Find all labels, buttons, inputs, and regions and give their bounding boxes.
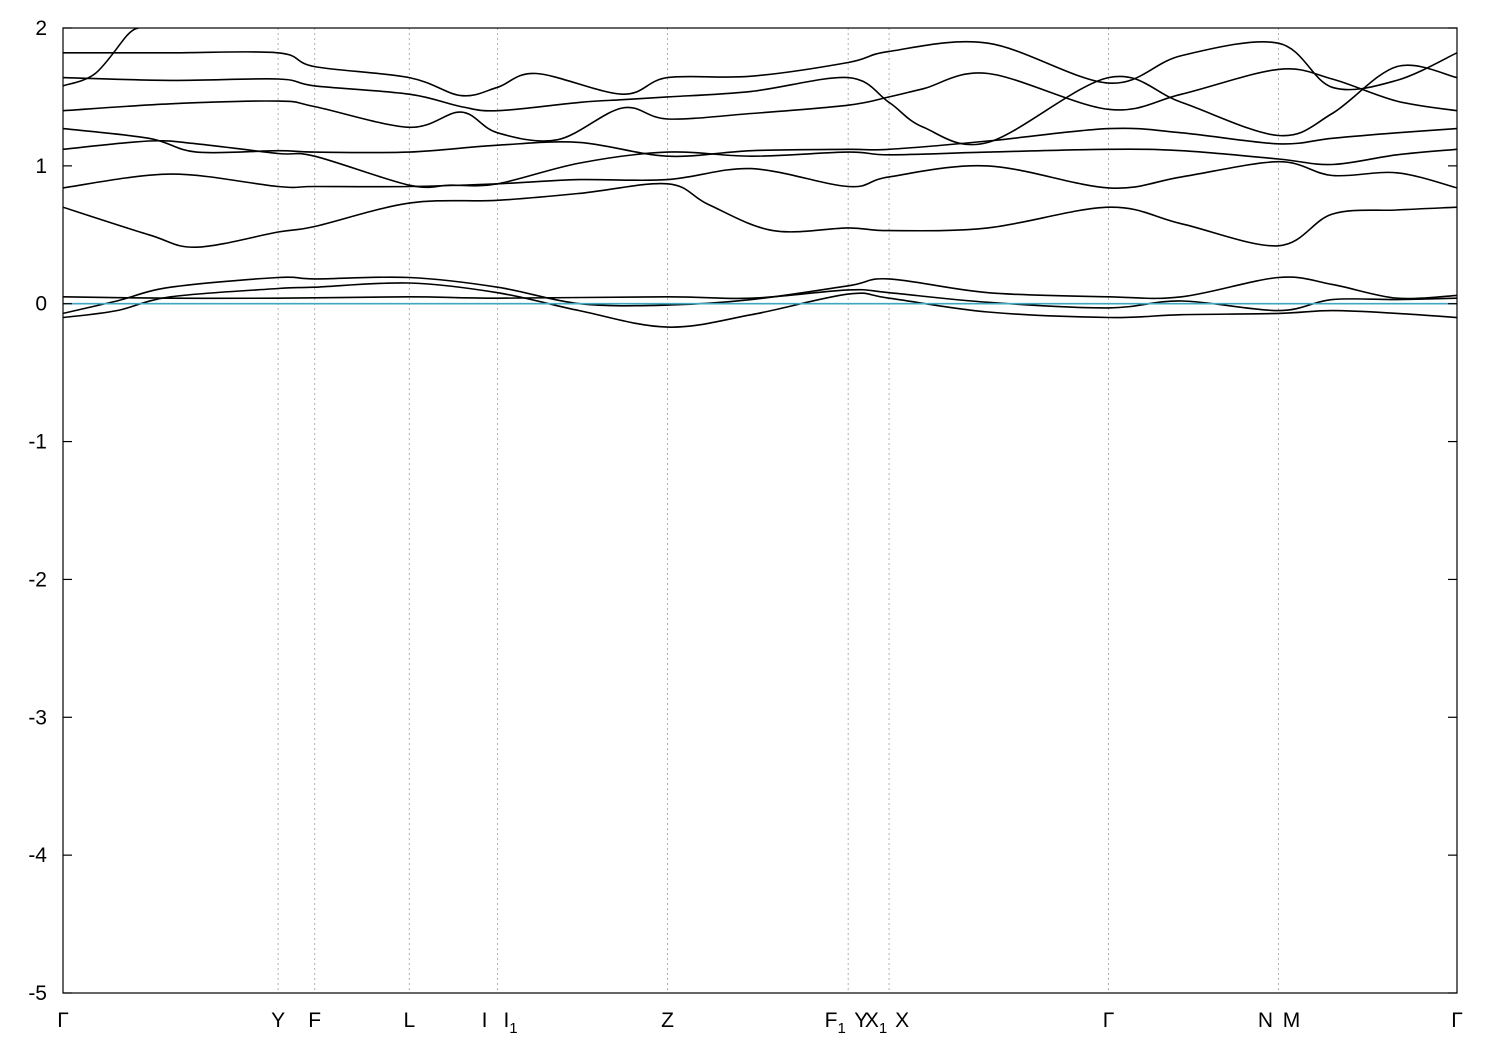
kpoint-label: M [1283,1009,1301,1032]
band-series-line [63,40,1457,97]
band-series-line [63,28,139,87]
kpoint-label: F [308,1009,321,1032]
y-tick-label: -5 [28,982,47,1005]
y-tick-label: 1 [35,155,47,178]
kpoint-label: X1 [865,1009,887,1037]
kpoint-label: Y [271,1009,285,1032]
band-series-line [63,64,1457,146]
band-series-line [63,160,1457,189]
y-tick-label: 2 [35,17,47,40]
kpoint-label: L [404,1009,416,1032]
band-series-line [63,288,1457,312]
kpoint-label: I1 [503,1009,517,1037]
band-series-line [63,127,1457,158]
kpoint-label: X [895,1009,909,1032]
kpoint-label: F1 [825,1009,846,1037]
band-series-line [63,182,1457,249]
kpoint-label: I [482,1009,488,1032]
kpoint-label: Z [661,1009,674,1032]
band-series-line [63,68,1457,142]
band-series-line [63,139,1457,189]
y-tick-label: 0 [35,293,47,316]
kpoint-label: Γ [1451,1009,1463,1032]
kpoint-label: Γ [1103,1009,1115,1032]
y-axis-ticks: -5 -4 -3 -2 -1 0 1 2 [28,17,1457,1005]
kpoint-label: Y [854,1009,868,1032]
band-series-line [63,282,1457,328]
kpoint-label: N [1258,1009,1273,1032]
plot-frame [62,27,1458,994]
y-tick-label: -1 [28,431,47,454]
band-lines [63,28,1457,328]
x-axis-kpoint-labels: Γ Y F L I I1 Z F1 YX1 X Γ N M Γ [57,1009,1463,1037]
high-symmetry-gridlines [277,28,1279,993]
band-series-line [63,276,1457,315]
kpoint-label: Γ [57,1009,69,1032]
y-tick-label: -2 [28,568,47,591]
y-tick-label: -4 [28,844,47,867]
y-tick-label: -3 [28,706,47,729]
